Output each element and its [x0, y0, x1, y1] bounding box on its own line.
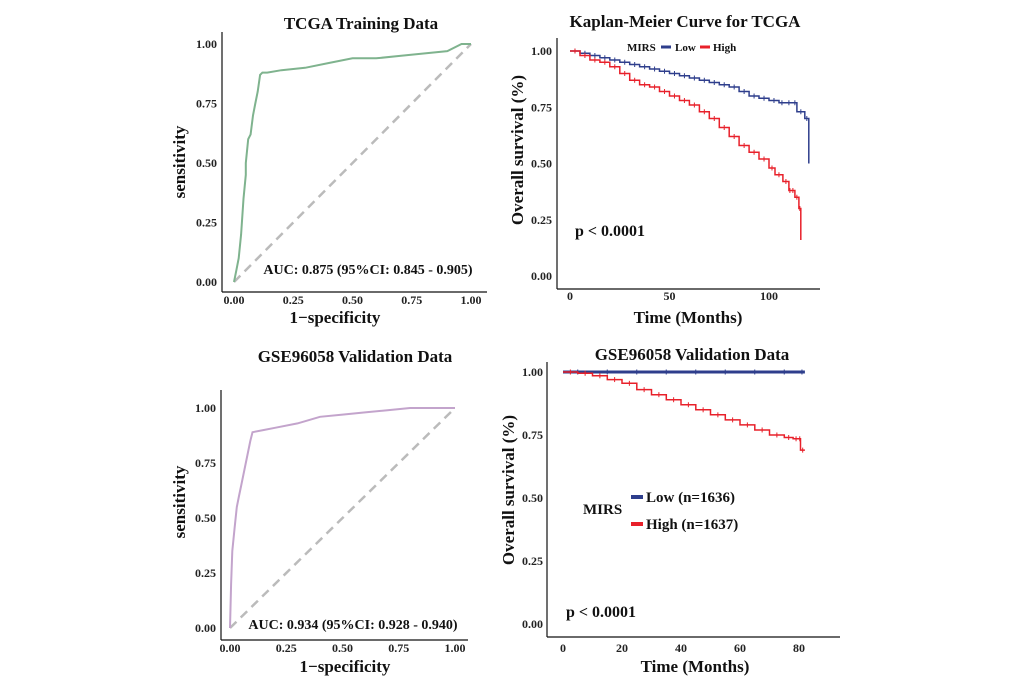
series-line-low: [570, 50, 810, 164]
x-tick-label: 0: [567, 289, 573, 303]
km-tcga-legend: MIRS Low High: [627, 42, 736, 54]
y-tick-label: 1.00: [196, 37, 217, 51]
km-gse-panel: GSE96058 Validation Data 0.00 0.25 0.50 0.7…: [499, 345, 840, 676]
km-gse-y-ticks: 0.00 0.25 0.50 0.75 1.00: [522, 365, 543, 631]
x-tick-label: 0.00: [220, 641, 241, 655]
km-tcga-legend-label-high: High: [713, 42, 736, 54]
x-tick-label: 0.00: [224, 293, 245, 307]
x-tick-label: 60: [734, 641, 746, 655]
km-gse-y-label: Overall survival (%): [499, 415, 518, 565]
km-gse-legend-label-low: Low (n=1636): [646, 490, 735, 506]
roc-tcga-y-ticks: 0.00 0.25 0.50 0.75 1.00: [196, 37, 217, 289]
km-tcga-legend-title: MIRS: [627, 42, 656, 54]
km-gse-x-label: Time (Months): [641, 657, 750, 676]
y-tick-label: 1.00: [531, 44, 552, 58]
y-tick-label: 0.50: [531, 157, 552, 171]
y-tick-label: 0.00: [195, 621, 216, 635]
y-tick-label: 0.25: [195, 566, 216, 580]
km-gse-legend: MIRS Low (n=1636) High (n=1637): [583, 490, 738, 533]
km-tcga-x-label: Time (Months): [634, 308, 743, 327]
roc-gse-x-label: 1−specificity: [300, 657, 391, 676]
x-tick-label: 40: [675, 641, 687, 655]
roc-gse-panel: GSE96058 Validation Data 0.00 0.25 0.50 0.7…: [170, 347, 468, 676]
y-tick-label: 0.50: [522, 491, 543, 505]
km-gse-legend-label-high: High (n=1637): [646, 517, 738, 533]
roc-tcga-x-label: 1−specificity: [290, 308, 381, 327]
roc-gse-y-ticks: 0.00 0.25 0.50 0.75 1.00: [195, 401, 216, 635]
x-tick-label: 100: [760, 289, 778, 303]
roc-tcga-diagonal: [233, 43, 472, 283]
roc-gse-x-ticks: 0.00 0.25 0.50 0.75 1.00: [220, 641, 466, 655]
x-tick-label: 80: [793, 641, 805, 655]
roc-gse-title: GSE96058 Validation Data: [258, 347, 453, 366]
x-tick-label: 0.25: [283, 293, 304, 307]
km-gse-legend-title: MIRS: [583, 502, 622, 518]
series-line-high: [563, 371, 805, 451]
y-tick-label: 0.75: [531, 100, 552, 114]
y-tick-label: 0.00: [196, 275, 217, 289]
y-tick-label: 0.25: [196, 216, 217, 230]
x-tick-label: 1.00: [461, 293, 482, 307]
roc-gse-auc-annotation: AUC: 0.934 (95%CI: 0.928 - 0.940): [248, 618, 458, 633]
km-tcga-legend-label-low: Low: [675, 42, 696, 54]
x-tick-label: 0.75: [388, 641, 409, 655]
km-gse-pvalue: p < 0.0001: [566, 604, 636, 621]
roc-gse-curve: [229, 407, 455, 629]
roc-tcga-x-ticks: 0.00 0.25 0.50 0.75 1.00: [224, 293, 482, 307]
y-tick-label: 0.75: [522, 428, 543, 442]
roc-tcga-y-label: sensitivity: [170, 125, 189, 198]
y-tick-label: 0.75: [195, 456, 216, 470]
roc-gse-diagonal: [229, 407, 456, 629]
y-tick-label: 0.00: [531, 269, 552, 283]
y-tick-label: 1.00: [522, 365, 543, 379]
roc-tcga-panel: TCGA Training Data 0.000.250.500.751.00 …: [170, 14, 487, 327]
roc-gse-y-label: sensitivity: [170, 465, 189, 538]
km-tcga-y-label: Overall survival (%): [508, 75, 527, 225]
y-tick-label: 0.00: [522, 617, 543, 631]
roc-tcga-curve: [233, 43, 471, 283]
km-gse-series: [563, 369, 805, 453]
km-tcga-x-ticks: 0 50 100: [567, 289, 778, 303]
y-tick-label: 0.50: [196, 156, 217, 170]
km-tcga-pvalue: p < 0.0001: [575, 223, 645, 240]
x-tick-label: 0.25: [276, 641, 297, 655]
roc-tcga-title: TCGA Training Data: [284, 14, 439, 33]
x-tick-label: 0: [560, 641, 566, 655]
km-tcga-series: [570, 48, 810, 240]
km-gse-title: GSE96058 Validation Data: [595, 345, 790, 364]
y-tick-label: 0.25: [531, 213, 552, 227]
y-tick-label: 0.50: [195, 511, 216, 525]
x-tick-label: 0.50: [342, 293, 363, 307]
km-tcga-title: Kaplan-Meier Curve for TCGA: [570, 12, 802, 31]
x-tick-label: 20: [616, 641, 628, 655]
x-tick-label: 50: [664, 289, 676, 303]
y-tick-label: 1.00: [195, 401, 216, 415]
x-tick-label: 0.75: [401, 293, 422, 307]
x-tick-label: 0.50: [332, 641, 353, 655]
series-line-high: [570, 50, 802, 240]
y-tick-label: 0.75: [196, 97, 217, 111]
km-tcga-panel: Kaplan-Meier Curve for TCGA 0.00 0.25 0.50…: [508, 12, 820, 327]
y-tick-label: 0.25: [522, 554, 543, 568]
x-tick-label: 1.00: [445, 641, 466, 655]
roc-tcga-auc-annotation: AUC: 0.875 (95%CI: 0.845 - 0.905): [263, 263, 473, 278]
km-gse-x-ticks: 0 20 40 60 80: [560, 641, 805, 655]
km-tcga-y-ticks: 0.00 0.25 0.50 0.75 1.00: [531, 44, 552, 283]
